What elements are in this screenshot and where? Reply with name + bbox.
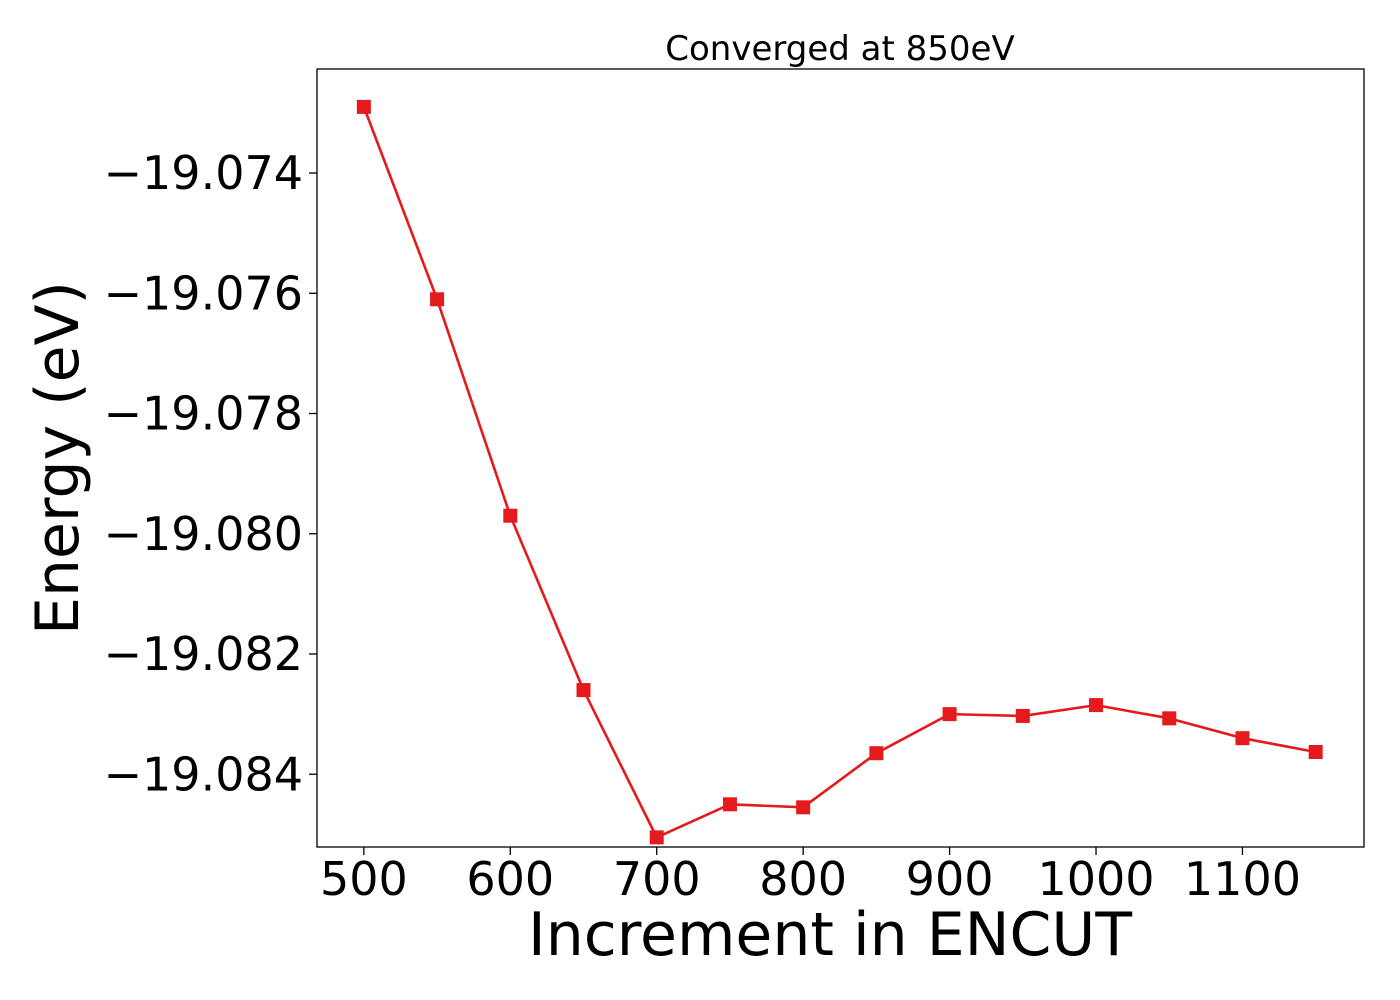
data-point xyxy=(869,746,884,761)
data-point xyxy=(430,292,445,307)
data-point xyxy=(649,830,664,845)
y-axis: −19.074 −19.076 −19.078 −19.080 −19.082 −19.0… xyxy=(104,146,317,801)
x-tick-label: 500 xyxy=(320,852,408,906)
plot-frame xyxy=(316,68,1365,848)
y-tick-label: −19.074 xyxy=(104,146,304,200)
data-point xyxy=(503,508,518,523)
x-tick-label: 800 xyxy=(759,852,847,906)
y-tick-label: −19.082 xyxy=(104,627,304,681)
y-tick-label: −19.076 xyxy=(104,266,304,320)
data-point xyxy=(1308,745,1323,760)
x-tick-label: 1000 xyxy=(1037,852,1154,906)
plot-area xyxy=(356,99,1323,845)
data-point xyxy=(796,800,811,815)
y-tick-label: −19.080 xyxy=(104,507,304,561)
data-point xyxy=(942,707,957,722)
data-point xyxy=(356,99,371,114)
data-point xyxy=(1162,711,1177,726)
data-point xyxy=(722,797,737,812)
data-point xyxy=(1089,698,1104,713)
x-tick-label: 700 xyxy=(613,852,701,906)
x-axis-label: Increment in ENCUT xyxy=(528,900,1132,970)
y-tick-label: −19.078 xyxy=(104,387,304,441)
data-point xyxy=(1015,708,1030,723)
y-axis-label: Energy (eV) xyxy=(23,281,93,635)
data-point xyxy=(1235,731,1250,746)
x-tick-label: 900 xyxy=(906,852,994,906)
x-tick-label: 600 xyxy=(466,852,554,906)
y-tick-label: −19.084 xyxy=(104,747,304,801)
x-tick-label: 1100 xyxy=(1184,852,1301,906)
series-line xyxy=(362,106,1316,839)
data-point xyxy=(576,683,591,698)
chart-title: Converged at 850eV xyxy=(665,29,1014,69)
x-axis: 500 600 700 800 900 1000 1100 xyxy=(320,847,1301,906)
